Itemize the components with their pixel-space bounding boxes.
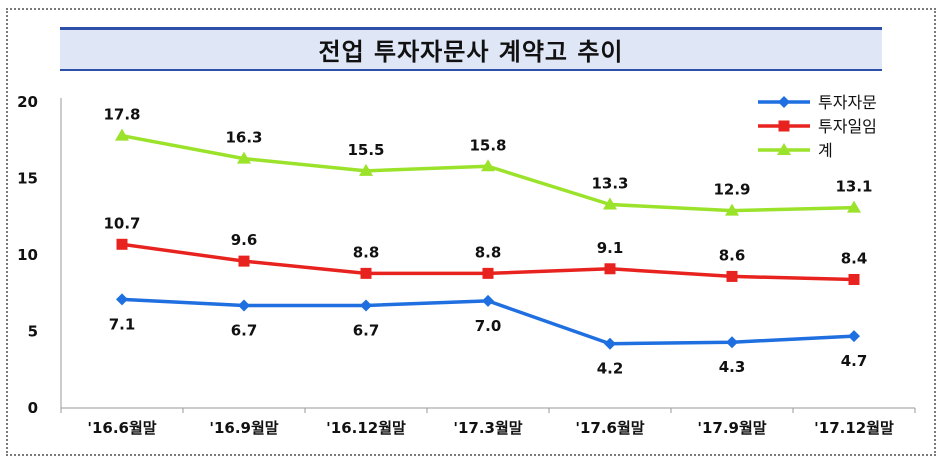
data-label: 13.1 (835, 178, 872, 196)
data-point (778, 96, 790, 108)
chart-frame (6, 8, 936, 456)
data-label: 7.0 (475, 317, 502, 335)
data-point (726, 270, 738, 282)
legend-label: 투자자문 (818, 93, 877, 112)
data-point (482, 294, 494, 307)
data-label: 9.6 (231, 231, 258, 249)
data-point (603, 197, 617, 210)
x-tick-label: '17.3월말 (453, 419, 522, 437)
data-label: 6.7 (353, 321, 380, 339)
data-point (847, 200, 861, 213)
data-point (359, 163, 373, 176)
legend-label: 투자일임 (818, 117, 877, 136)
x-tick-label: '16.6월말 (87, 419, 156, 437)
chart-title-box: 전업 투자자문사 계약고 추이 (60, 27, 882, 71)
data-point (604, 337, 616, 350)
data-label: 10.7 (103, 214, 140, 232)
data-point (777, 143, 791, 155)
y-tick-label: 0 (28, 399, 38, 417)
data-label: 17.8 (103, 106, 140, 124)
data-label: 8.4 (841, 249, 868, 267)
data-point (360, 299, 372, 312)
data-point (726, 336, 738, 349)
data-point (848, 273, 860, 285)
data-label: 9.1 (597, 239, 624, 257)
x-tick-label: '16.12월말 (326, 419, 406, 437)
data-label: 8.8 (475, 243, 502, 261)
x-tick-label: '17.6월말 (575, 419, 644, 437)
data-point (238, 255, 250, 267)
y-tick-label: 20 (17, 93, 38, 111)
data-label: 4.7 (841, 352, 868, 370)
data-label: 15.8 (469, 136, 506, 154)
data-point (778, 120, 790, 132)
data-label: 8.8 (353, 243, 380, 261)
data-point (238, 299, 250, 312)
data-label: 4.3 (719, 358, 746, 376)
x-tick-label: '17.9월말 (697, 419, 766, 437)
data-point (725, 203, 739, 216)
data-point (604, 263, 616, 275)
legend-label: 계 (818, 141, 833, 160)
data-label: 15.5 (347, 141, 384, 159)
data-point (848, 330, 860, 343)
data-label: 16.3 (225, 129, 262, 147)
data-point (481, 159, 495, 172)
x-tick-label: '16.9월말 (209, 419, 278, 437)
data-label: 8.6 (719, 246, 746, 264)
data-label: 7.1 (109, 315, 136, 333)
y-tick-label: 5 (28, 323, 38, 341)
chart-title: 전업 투자자문사 계약고 추이 (318, 38, 624, 66)
data-point (116, 293, 128, 306)
x-tick-label: '17.12월말 (814, 419, 894, 437)
data-label: 13.3 (591, 175, 628, 193)
data-point (116, 238, 128, 250)
data-point (482, 267, 494, 279)
y-tick-label: 15 (17, 170, 38, 188)
data-point (115, 128, 129, 141)
data-point (237, 151, 251, 164)
data-point (360, 267, 372, 279)
data-label: 12.9 (713, 181, 750, 199)
data-label: 6.7 (231, 321, 258, 339)
y-tick-label: 10 (17, 246, 38, 264)
data-label: 4.2 (597, 360, 624, 378)
